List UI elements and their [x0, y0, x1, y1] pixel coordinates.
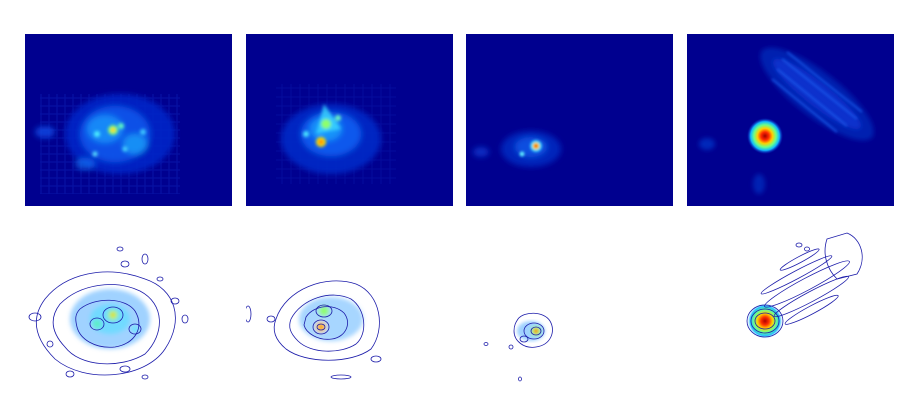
contour-panel-2 — [246, 219, 453, 391]
heatmap-panel-4 — [687, 34, 894, 206]
contour-panel-1 — [25, 219, 232, 391]
contour-2-image — [246, 280, 382, 380]
heatmap-1-image — [25, 34, 232, 206]
heatmap-3-image — [466, 34, 673, 206]
heatmap-panel-3 — [466, 34, 673, 206]
heatmap-2-image — [246, 34, 453, 206]
contour-3-image — [483, 312, 553, 382]
heatmap-panel-1 — [25, 34, 232, 206]
heatmap-4-image — [687, 34, 894, 206]
contour-1-image — [28, 246, 189, 380]
contour-panel-3 — [466, 219, 673, 391]
contour-4-image — [746, 232, 863, 339]
contour-panel-4 — [687, 219, 894, 391]
heatmap-panel-2 — [246, 34, 453, 206]
